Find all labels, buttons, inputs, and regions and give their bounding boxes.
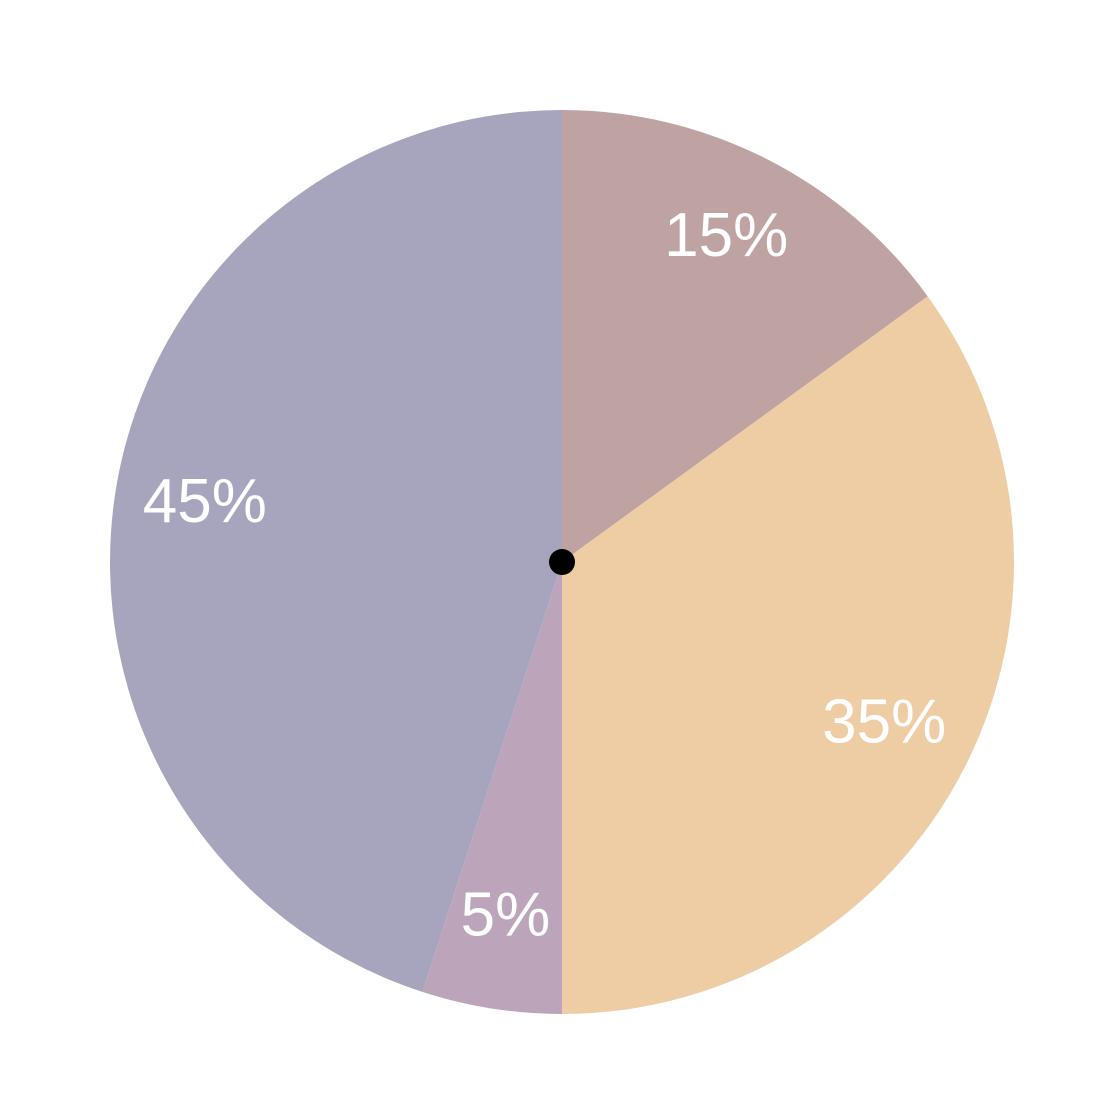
pie-slice [109,110,562,992]
pie-slice [562,296,1014,1015]
slice-label: 15% [664,201,788,270]
slice-label: 5% [461,881,551,950]
center-dot [549,549,575,575]
pie-slice [422,562,562,1014]
slice-label: 35% [822,688,946,757]
slice-label: 45% [143,467,267,536]
pie-slice [562,110,928,562]
